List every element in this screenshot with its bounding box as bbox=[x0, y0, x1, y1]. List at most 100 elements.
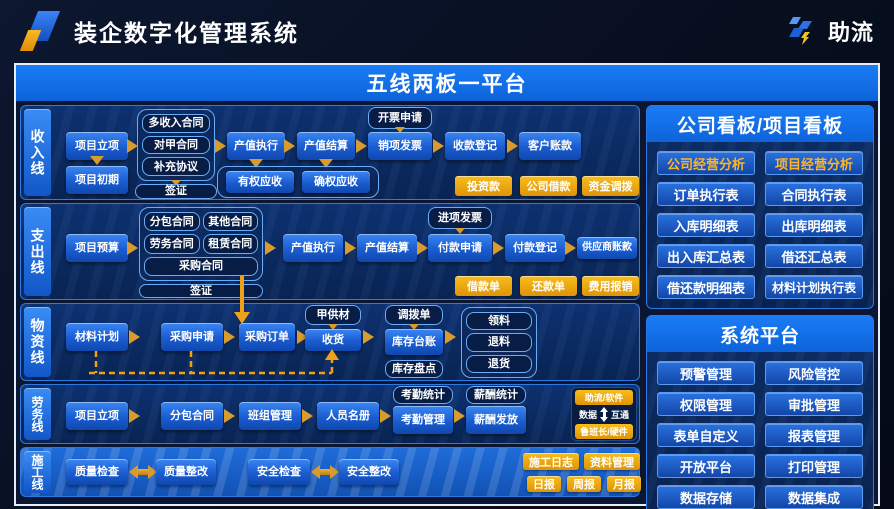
box-inventory-ledger: 库存台账 bbox=[385, 329, 443, 355]
box-party-a-contract: 对甲合同 bbox=[142, 135, 210, 155]
box-owner-supplied-material: 甲供材 bbox=[305, 305, 361, 325]
arrow-down-small-icon bbox=[328, 324, 338, 330]
box-payment-register: 付款登记 bbox=[505, 234, 565, 262]
box-subcontract-labor: 分包合同 bbox=[161, 402, 223, 430]
box-safety-rectification: 安全整改 bbox=[339, 459, 399, 485]
lane-materials: 物资线 材料计划 采购申请 采购订单 甲供材 收货 调拨单 库存台账 库存盘点 … bbox=[20, 303, 640, 381]
arrow-right-icon bbox=[433, 139, 444, 153]
box-output-execution: 产值执行 bbox=[227, 132, 285, 160]
arrow-right-icon bbox=[127, 241, 138, 255]
badge-fund-allocation: 资金调拨 bbox=[582, 176, 639, 196]
arrow-down-small-icon bbox=[455, 228, 465, 234]
data-interop-row: 数据 互通 bbox=[578, 406, 630, 422]
arrow-down-small-icon bbox=[395, 127, 405, 133]
arrow-right-icon bbox=[454, 409, 465, 423]
banner-title: 五线两板一平台 bbox=[16, 65, 878, 101]
board-inbound-detail-table: 入库明细表 bbox=[657, 213, 755, 237]
box-output-settlement: 产值结算 bbox=[297, 132, 355, 160]
group-receivables: 有权应收 确权应收 bbox=[217, 166, 379, 198]
badge-lubanzhang-hardware: 鲁班长/硬件 bbox=[575, 423, 633, 439]
interop-label: 互通 bbox=[611, 409, 630, 420]
arrow-right-icon bbox=[302, 409, 313, 423]
box-safety-check: 安全检查 bbox=[248, 459, 310, 485]
box-purchase-request: 采购申请 bbox=[161, 323, 223, 351]
badge-repayment-slip: 还款单 bbox=[520, 276, 577, 296]
brand-diamonds-icon bbox=[788, 17, 812, 45]
badge-company-loan: 公司借款 bbox=[520, 176, 577, 196]
box-salary-payment: 薪酬发放 bbox=[466, 406, 526, 434]
board-in-out-summary-table: 出入库汇总表 bbox=[657, 244, 755, 268]
arrow-right-icon bbox=[284, 139, 295, 153]
panel-system-platform: 系统平台 预警管理 风险管控 权限管理 审批管理 表单自定义 报表管理 开放平台… bbox=[646, 315, 874, 509]
board-order-execution-table: 订单执行表 bbox=[657, 182, 755, 206]
box-goods-receipt: 收货 bbox=[305, 329, 361, 351]
box-quality-check: 质量检查 bbox=[66, 459, 128, 485]
box-purchase-contract: 采购合同 bbox=[144, 256, 258, 276]
badge-zhuliu-software: 助流/软件 bbox=[575, 389, 633, 405]
arrow-right-icon bbox=[129, 330, 140, 344]
box-material-return: 退料 bbox=[466, 333, 532, 352]
box-subcontract: 分包合同 bbox=[144, 212, 200, 232]
arrow-right-icon bbox=[224, 330, 235, 344]
arrow-down-icon bbox=[90, 156, 104, 165]
badge-document-management: 资料管理 bbox=[584, 453, 640, 470]
badge-daily-report: 日报 bbox=[527, 476, 561, 492]
badge-construction-log: 施工日志 bbox=[523, 453, 579, 470]
box-project-initiation-labor: 项目立项 bbox=[66, 402, 128, 430]
arrow-right-icon bbox=[345, 241, 356, 255]
arrow-down-small-icon bbox=[409, 324, 419, 330]
board-contract-execution-table: 合同执行表 bbox=[765, 182, 863, 206]
platform-permission-management: 权限管理 bbox=[657, 392, 755, 416]
badge-investment-fund: 投资款 bbox=[455, 176, 512, 196]
flow-diagram: 收入线 项目立项 项目初期 多收入合同 对甲合同 补充协议 签证 产值执行 产值… bbox=[20, 105, 641, 509]
platform-warning-management: 预警管理 bbox=[657, 361, 755, 385]
lane-income: 收入线 项目立项 项目初期 多收入合同 对甲合同 补充协议 签证 产值执行 产值… bbox=[20, 105, 640, 200]
arrow-right-icon bbox=[129, 409, 140, 423]
badge-weekly-report: 周报 bbox=[567, 476, 601, 492]
box-supplier-account: 供应商账款 bbox=[577, 237, 637, 259]
side-panels: 公司看板/项目看板 公司经营分析 项目经营分析 订单执行表 合同执行表 入库明细… bbox=[646, 105, 874, 509]
box-entitled-receivable: 有权应收 bbox=[226, 171, 294, 193]
arrow-right-icon bbox=[565, 241, 576, 255]
box-attendance-management: 考勤管理 bbox=[393, 406, 453, 434]
arrow-right-icon bbox=[363, 330, 374, 344]
logo-slash-icon bbox=[18, 8, 64, 54]
box-multi-income-contract: 多收入合同 bbox=[142, 114, 210, 133]
lane-label-construction: 施工线 bbox=[24, 451, 51, 493]
badge-monthly-report: 月报 bbox=[607, 476, 641, 492]
box-transfer-slip: 调拨单 bbox=[385, 305, 443, 325]
box-sales-invoice: 销项发票 bbox=[368, 132, 432, 160]
panel-system-platform-title: 系统平台 bbox=[647, 316, 873, 352]
lane-label-income: 收入线 bbox=[24, 109, 51, 196]
box-input-invoice: 进项发票 bbox=[428, 207, 492, 229]
arrow-right-icon bbox=[224, 409, 235, 423]
group-income-contracts: 多收入合同 对甲合同 补充协议 bbox=[137, 109, 215, 181]
arrow-right-icon bbox=[507, 139, 518, 153]
box-project-early-stage: 项目初期 bbox=[66, 166, 128, 194]
platform-report-management: 报表管理 bbox=[765, 423, 863, 447]
box-other-contract: 其他合同 bbox=[202, 212, 258, 232]
box-salary-statistics: 薪酬统计 bbox=[466, 386, 526, 404]
double-arrow-icon bbox=[129, 465, 157, 479]
data-label: 数据 bbox=[578, 409, 597, 420]
arrow-right-icon bbox=[215, 139, 226, 153]
badge-loan-slip: 借款单 bbox=[455, 276, 512, 296]
arrow-right-icon bbox=[380, 409, 391, 423]
panel-dashboards-grid: 公司经营分析 项目经营分析 订单执行表 合同执行表 入库明细表 出库明细表 出入… bbox=[647, 142, 873, 308]
platform-open-platform: 开放平台 bbox=[657, 454, 755, 478]
panel-system-platform-grid: 预警管理 风险管控 权限管理 审批管理 表单自定义 报表管理 开放平台 打印管理… bbox=[647, 352, 873, 509]
box-team-management: 班组管理 bbox=[239, 402, 301, 430]
arrow-right-icon bbox=[445, 330, 456, 344]
group-expense-contracts: 分包合同 其他合同 劳务合同 租赁合同 采购合同 bbox=[139, 207, 263, 281]
panel-dashboards-title: 公司看板/项目看板 bbox=[647, 106, 873, 142]
board-project-operation-analysis: 项目经营分析 bbox=[765, 151, 863, 175]
platform-approval-management: 审批管理 bbox=[765, 392, 863, 416]
app-header: 装企数字化管理系统 助流 bbox=[0, 0, 894, 62]
software-hardware-hub: 助流/软件 数据 互通 鲁班长/硬件 bbox=[571, 387, 637, 441]
arrow-down-small-icon bbox=[171, 180, 181, 186]
lane-construction: 施工线 质量检查 质量整改 安全检查 安全整改 施工日志 资料管理 日报 周报 … bbox=[20, 447, 641, 497]
arrow-right-icon bbox=[356, 139, 367, 153]
box-purchase-order: 采购订单 bbox=[239, 323, 295, 351]
box-quality-rectification: 质量整改 bbox=[156, 459, 216, 485]
box-output-execution-expense: 产值执行 bbox=[283, 234, 343, 262]
